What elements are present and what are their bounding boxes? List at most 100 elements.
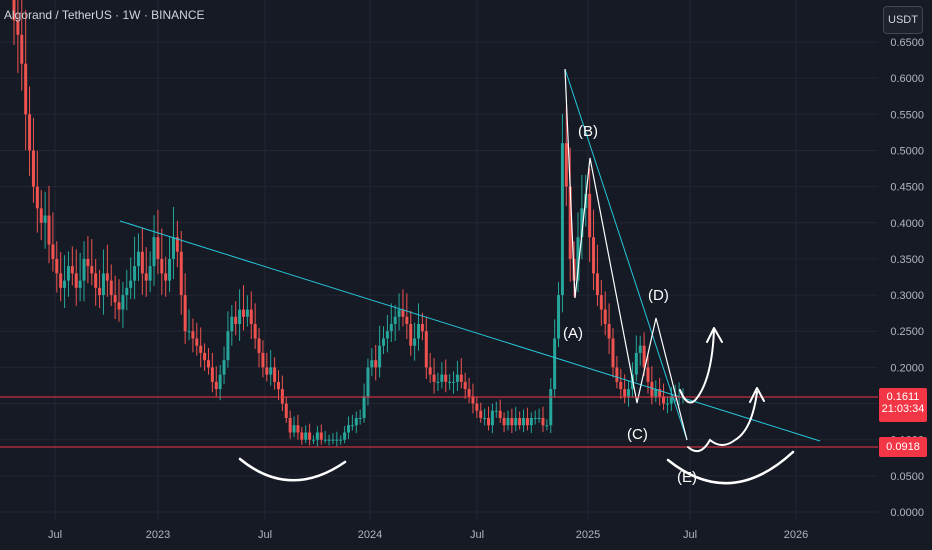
candle-body	[152, 237, 156, 267]
candle-body	[459, 374, 463, 382]
candle-body	[607, 324, 611, 339]
candle	[300, 426, 304, 445]
candle	[607, 303, 611, 355]
wave-trendline[interactable]	[564, 68, 688, 441]
candle-body	[378, 345, 382, 368]
candle	[436, 372, 440, 391]
projection-arrow-right[interactable]	[687, 391, 758, 453]
candle	[580, 174, 584, 260]
candle	[16, 0, 20, 73]
candle	[479, 402, 483, 423]
candle-body	[467, 389, 471, 397]
candle-body	[580, 208, 584, 238]
candle-body	[331, 439, 335, 441]
candle	[576, 212, 580, 293]
candle-body	[74, 273, 78, 288]
candle	[347, 416, 350, 439]
projection-arrow-up[interactable]	[679, 329, 715, 404]
support-price-badge: 0.0918	[879, 437, 927, 457]
candle	[557, 282, 561, 348]
candle-body	[311, 439, 315, 441]
candle-body	[525, 418, 529, 426]
candle	[537, 408, 541, 423]
candle	[59, 251, 63, 302]
candle	[331, 433, 335, 445]
candle	[304, 425, 308, 444]
candle	[603, 291, 607, 336]
candle-body	[234, 316, 238, 324]
candle-body	[452, 381, 456, 383]
left-bowl-curve[interactable]	[238, 457, 347, 482]
candle	[525, 407, 529, 431]
candle-body	[86, 258, 90, 267]
descending-trendline[interactable]	[119, 220, 821, 442]
candle	[164, 256, 168, 297]
candle	[238, 289, 242, 341]
price-tick-label: 0.4500	[890, 182, 924, 194]
candle	[133, 236, 137, 300]
candle-body	[343, 432, 347, 440]
candle-body	[168, 258, 172, 281]
candle-body	[113, 295, 117, 303]
candle	[43, 191, 47, 249]
candle-body	[319, 432, 323, 440]
candle-body	[420, 324, 424, 332]
price-tick-label: 0.5500	[890, 109, 924, 121]
candle	[467, 378, 471, 404]
candle	[615, 355, 619, 389]
candle	[245, 295, 249, 327]
candle	[148, 251, 152, 293]
candle	[627, 380, 631, 407]
candle	[545, 419, 549, 431]
candle	[459, 358, 463, 389]
candle	[634, 335, 638, 382]
time-axis[interactable]: Jul 2023 Jul 2024 Jul 2025 Jul 2026	[48, 529, 808, 541]
candle	[179, 230, 183, 315]
candle-body	[199, 345, 203, 353]
candle-body	[366, 367, 370, 397]
candle-body	[284, 403, 288, 418]
candle-body	[43, 215, 47, 223]
candle	[424, 316, 428, 379]
candle	[144, 247, 148, 297]
candle-body	[323, 439, 327, 441]
candle-body	[506, 418, 510, 426]
time-tick-label: 2025	[576, 529, 600, 541]
candle	[483, 408, 487, 426]
candle-body	[522, 418, 526, 426]
candle-body	[362, 396, 366, 418]
price-axis[interactable]: 0.00000.05000.10000.15000.20000.25000.30…	[890, 37, 924, 519]
candle	[506, 410, 510, 431]
time-tick-label: Jul	[48, 529, 62, 541]
symbol-title[interactable]: Algorand / TetherUS · 1W · BINANCE	[4, 8, 205, 22]
candle	[397, 293, 401, 331]
candle-body	[354, 418, 358, 426]
candle-body	[370, 360, 374, 368]
candle-body	[51, 244, 55, 259]
candle	[401, 289, 405, 327]
price-tick-label: 0.2000	[890, 362, 924, 374]
candle-body	[273, 367, 277, 382]
candle-body	[191, 331, 195, 339]
candle-body	[214, 381, 218, 390]
candle-body	[179, 251, 183, 296]
candle-body	[662, 396, 666, 404]
candle-body	[557, 295, 561, 339]
currency-button[interactable]: USDT	[883, 6, 923, 34]
candle-body	[405, 316, 409, 324]
wave-label-c: (C)	[627, 426, 648, 443]
candle	[529, 412, 533, 434]
candle-body	[55, 258, 59, 274]
candle	[140, 228, 144, 295]
candle-body	[175, 237, 179, 252]
candle-body	[261, 352, 265, 368]
candle	[592, 209, 596, 291]
candle-body	[78, 280, 82, 288]
wave-path[interactable]	[564, 68, 688, 441]
right-bowl-curve[interactable]	[666, 450, 795, 485]
candle	[448, 374, 452, 390]
candle	[498, 399, 502, 423]
candle-body	[280, 389, 284, 404]
candle-body	[549, 389, 553, 426]
